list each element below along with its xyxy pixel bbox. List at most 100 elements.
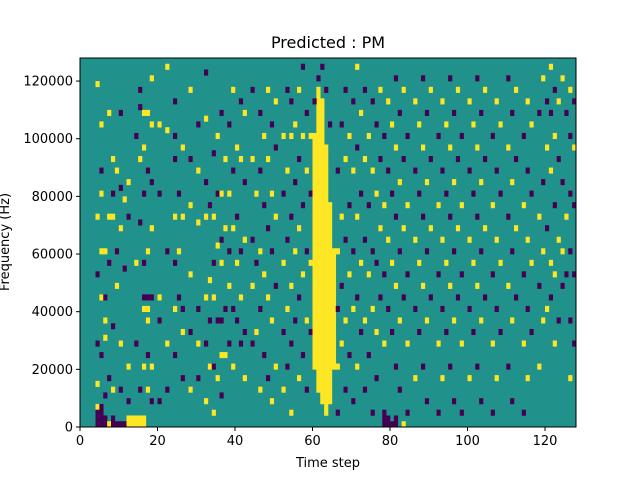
high-cell — [548, 63, 554, 70]
high-cell — [145, 305, 151, 312]
low-cell — [455, 156, 461, 163]
high-cell — [401, 86, 406, 93]
high-cell — [393, 144, 399, 151]
low-cell — [386, 415, 391, 428]
high-cell — [564, 213, 569, 220]
low-cell — [126, 398, 131, 405]
high-cell — [231, 86, 236, 93]
high-cell — [227, 282, 232, 289]
high-cell — [126, 363, 131, 370]
low-cell — [250, 236, 255, 243]
high-cell — [134, 259, 139, 266]
high-cell — [471, 259, 476, 266]
high-cell — [393, 282, 399, 289]
low-cell — [269, 121, 275, 128]
low-cell — [351, 98, 356, 105]
low-cell — [242, 179, 247, 186]
low-cell — [490, 132, 495, 140]
high-cell — [211, 294, 216, 301]
high-cell — [176, 248, 182, 255]
low-cell — [397, 248, 402, 255]
high-cell — [355, 363, 360, 370]
low-cell — [266, 225, 271, 232]
high-cell — [149, 75, 154, 82]
low-cell — [351, 248, 356, 255]
low-cell — [262, 202, 267, 209]
low-cell — [444, 328, 449, 336]
high-cell — [273, 213, 278, 220]
low-cell — [568, 132, 573, 140]
high-cell — [421, 144, 426, 151]
low-cell — [475, 75, 480, 82]
low-cell — [413, 305, 418, 312]
low-cell — [521, 132, 526, 140]
low-cell — [157, 317, 162, 324]
low-cell — [452, 109, 457, 116]
high-cell — [188, 386, 193, 393]
low-cell — [382, 132, 387, 140]
high-cell — [529, 259, 534, 266]
low-cell — [355, 144, 360, 151]
low-cell — [149, 398, 154, 405]
high-cell — [510, 317, 515, 324]
low-cell — [413, 167, 418, 174]
low-cell — [188, 156, 193, 163]
low-cell — [173, 156, 178, 163]
low-cell — [359, 190, 364, 197]
low-cell — [436, 271, 441, 278]
high-cell — [444, 121, 449, 128]
high-cell — [266, 86, 271, 93]
low-cell — [118, 109, 123, 116]
low-cell — [417, 190, 422, 197]
low-cell — [393, 213, 399, 220]
low-cell — [343, 386, 348, 393]
low-cell — [393, 363, 399, 370]
low-cell — [405, 132, 410, 140]
high-cell — [273, 98, 278, 105]
low-cell — [227, 121, 232, 128]
low-cell — [370, 248, 375, 255]
low-cell — [95, 340, 100, 347]
low-cell — [506, 363, 511, 370]
high-cell — [262, 271, 267, 278]
high-cell — [103, 317, 108, 324]
high-cell — [552, 340, 557, 347]
low-cell — [118, 184, 123, 191]
high-cell — [366, 271, 371, 278]
low-cell — [207, 202, 213, 209]
high-cell — [107, 421, 112, 428]
low-cell — [393, 415, 399, 428]
high-cell — [219, 352, 224, 359]
high-cell — [521, 202, 526, 209]
high-cell — [401, 421, 406, 428]
low-cell — [552, 86, 557, 93]
low-cell — [498, 190, 503, 197]
high-cell — [545, 144, 550, 151]
high-cell — [242, 236, 247, 243]
low-cell — [498, 328, 503, 336]
high-cell — [386, 236, 391, 243]
low-cell — [448, 363, 453, 370]
x-tick-label: 100 — [455, 434, 480, 449]
low-cell — [564, 271, 569, 278]
low-cell — [529, 328, 534, 336]
y-tick-label: 100000 — [23, 132, 73, 147]
low-cell — [355, 294, 360, 301]
high-cell — [304, 167, 309, 174]
high-cell — [413, 98, 418, 105]
low-cell — [564, 109, 569, 116]
low-cell — [103, 392, 108, 399]
high-cell — [537, 213, 542, 220]
x-tick-label: 80 — [382, 434, 399, 449]
low-cell — [95, 271, 100, 278]
high-cell — [238, 156, 244, 163]
high-cell — [471, 121, 476, 128]
high-cell — [320, 98, 325, 405]
low-cell — [382, 409, 387, 428]
low-cell — [316, 75, 321, 82]
low-cell — [215, 190, 220, 197]
high-cell — [459, 202, 464, 209]
high-cell — [99, 190, 104, 197]
high-cell — [308, 132, 313, 140]
high-cell — [343, 317, 348, 324]
